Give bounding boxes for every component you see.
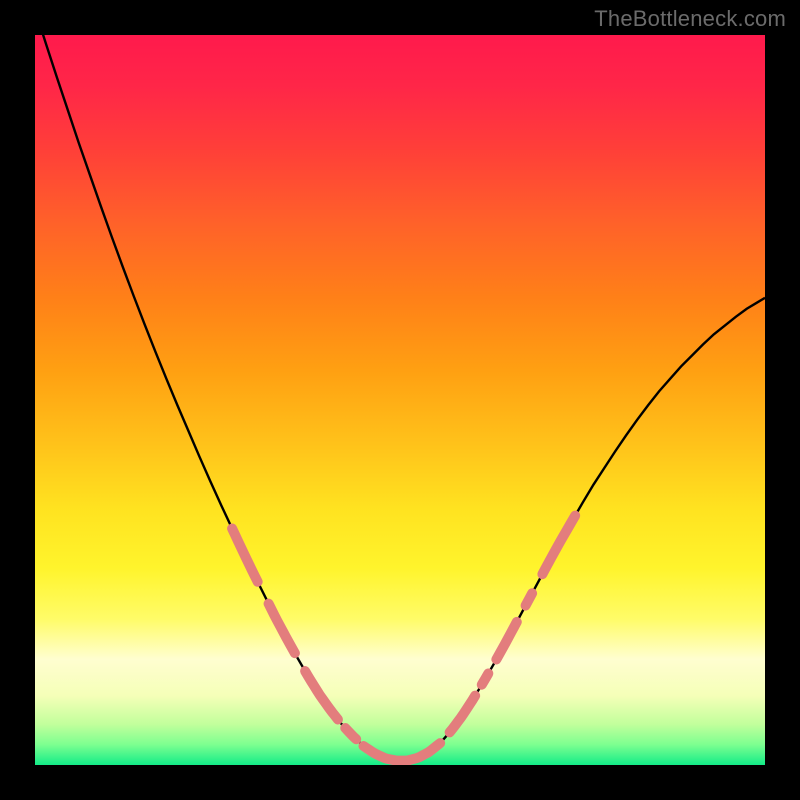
gradient-background <box>35 35 765 765</box>
dash-segment <box>526 593 533 605</box>
chart-svg <box>0 0 800 800</box>
chart-stage: TheBottleneck.com <box>0 0 800 800</box>
watermark-text: TheBottleneck.com <box>594 6 786 32</box>
dash-segment <box>482 673 489 684</box>
plot-area <box>35 9 765 765</box>
